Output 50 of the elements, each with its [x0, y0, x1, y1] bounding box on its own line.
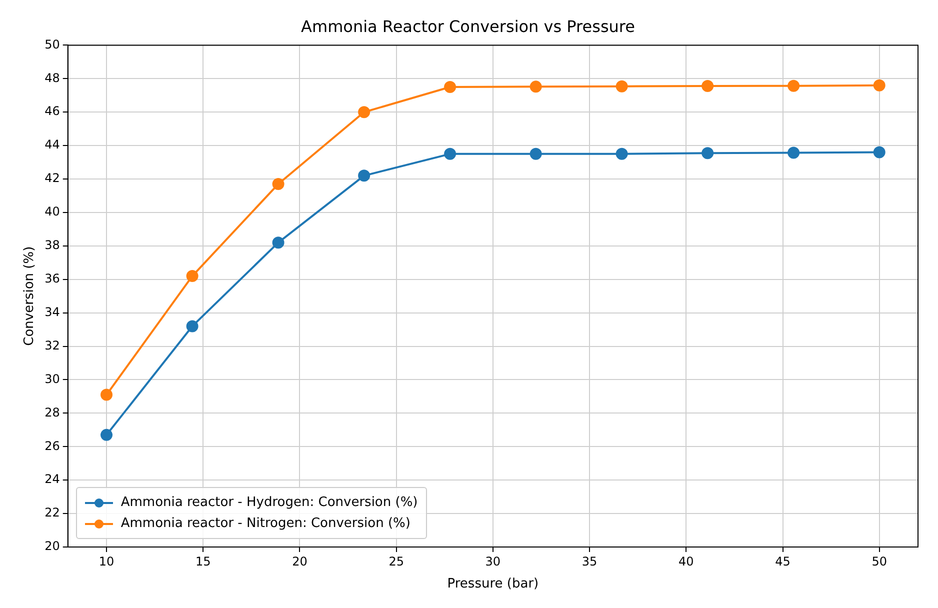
y-tick-label: 50 — [44, 37, 60, 52]
x-tick-label: 20 — [292, 554, 308, 568]
x-tick-label: 35 — [582, 554, 598, 568]
y-tick-label: 38 — [44, 238, 60, 252]
x-tick-label: 15 — [195, 554, 211, 568]
x-tick-label: 25 — [388, 554, 404, 568]
y-tick-label: 28 — [44, 405, 60, 420]
point — [616, 148, 628, 160]
point — [272, 178, 284, 190]
point — [616, 80, 628, 92]
legend-label: Ammonia reactor - Hydrogen: Conversion (%) — [120, 494, 418, 512]
point — [100, 428, 113, 441]
point — [530, 80, 542, 93]
y-tick-label: 20 — [44, 539, 60, 554]
y-tick-label: 46 — [44, 104, 60, 118]
x-tick-label: 40 — [678, 554, 694, 568]
point — [702, 147, 714, 160]
point — [530, 148, 542, 160]
x-tick-label: 10 — [98, 554, 114, 568]
y-tick-label: 36 — [44, 272, 60, 286]
chart-title: Ammonia Reactor Conversion vs Pressure — [301, 16, 635, 36]
y-tick-label: 26 — [44, 438, 60, 453]
y-tick-label: 48 — [44, 70, 60, 85]
point — [272, 236, 284, 249]
y-tick-label: 34 — [44, 304, 60, 319]
point — [873, 146, 886, 158]
point — [788, 80, 800, 92]
x-tick-label: 45 — [775, 554, 790, 568]
y-tick-label: 32 — [44, 338, 60, 352]
y-tick-label: 42 — [44, 171, 60, 186]
point — [873, 79, 886, 92]
point — [358, 170, 370, 182]
y-tick-label: 44 — [44, 138, 60, 152]
point — [186, 270, 198, 282]
y-axis-title: Conversion (%) — [22, 246, 38, 346]
point — [444, 81, 456, 94]
point — [788, 146, 800, 159]
x-axis-title: Pressure (bar) — [447, 576, 539, 592]
point — [186, 320, 198, 332]
point — [444, 148, 456, 160]
y-tick-label: 22 — [44, 506, 60, 520]
legend-label: Ammonia reactor - Nitrogen: Conversion (%) — [120, 515, 410, 533]
point — [100, 388, 113, 401]
x-tick-label: 50 — [872, 554, 887, 568]
point — [702, 80, 714, 92]
y-tick-label: 40 — [44, 204, 60, 219]
y-tick-label: 24 — [44, 472, 60, 486]
x-tick-label: 30 — [485, 554, 501, 568]
y-tick-label: 30 — [44, 372, 60, 386]
point — [358, 106, 370, 118]
